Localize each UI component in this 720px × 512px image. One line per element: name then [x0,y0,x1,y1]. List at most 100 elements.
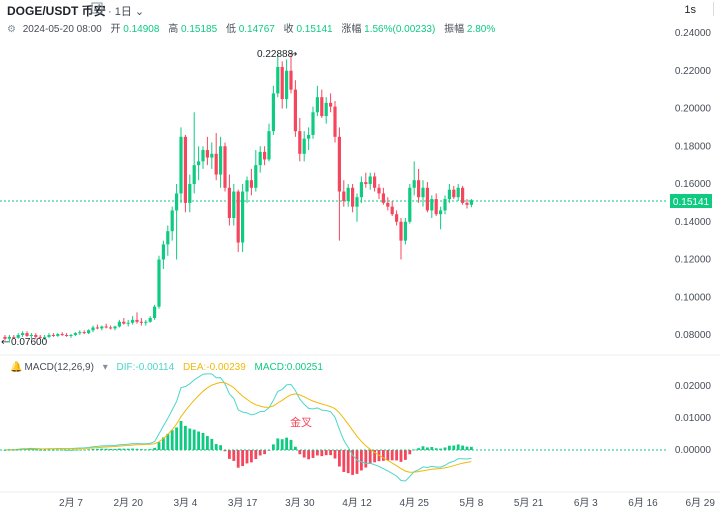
macd-bar [294,446,297,450]
candle-up [430,199,434,211]
interval-selector[interactable]: · 1日 ⌄ [108,3,144,19]
candle-down [329,102,333,107]
macd-bar [78,449,82,451]
candle-up [153,306,157,319]
macd-bar [386,450,390,461]
macd-bar [324,450,328,456]
macd-bar [65,449,68,451]
price-tick-label: 0.20000 [675,104,712,115]
macd-bar [417,448,420,450]
macd-bar [258,450,262,456]
symbol-title[interactable]: DOGE/USDT 币安 [7,2,106,19]
macd-bar [316,450,319,456]
macd-bar [368,450,372,465]
macd-legend: 🔔 MACD(12,26,9) ▾ DIF:-0.00114 DEA:-0.002… [10,362,329,373]
candle-up [197,161,201,166]
macd-bar [100,448,104,450]
macd-bar [430,446,434,450]
macd-bar [184,425,187,450]
amplitude-label: 振幅 [444,24,465,35]
macd-bar [465,446,469,450]
candle-up [170,210,174,232]
interval-value: 1日 [114,6,132,18]
low-value: 0.14767 [238,24,275,35]
price-tick-label: 0.16000 [675,179,712,190]
candle-down [104,326,108,328]
macd-bar [60,449,64,451]
candle-up [276,66,280,94]
edit-icon[interactable] [91,2,103,14]
candle-up [267,131,271,160]
macd-bar [236,450,240,468]
candle-up [7,336,11,339]
high-value: 0.15185 [181,24,218,35]
candle-down [51,335,55,336]
macd-bar [439,448,442,450]
candle-down [280,66,284,100]
candle-down [461,187,465,203]
macd-bar [399,450,403,462]
time-tick-label: 4月 25 [399,497,429,509]
candle-down [263,151,267,160]
seconds-button[interactable]: 1s [684,4,696,16]
candle-up [421,187,425,198]
candle-up [241,191,245,243]
macd-bar [373,450,376,463]
candle-up [439,210,443,215]
candle-up [307,134,311,139]
candle-down [227,187,231,218]
macd-bar [342,450,346,472]
candle-up [219,146,223,175]
dea-line [4,381,472,473]
macd-bar [197,431,200,450]
candle-down [223,146,227,188]
macd-bar [201,432,205,450]
candle-down [377,187,381,194]
chevron-down-icon[interactable]: ▾ [102,362,108,373]
time-tick-label: 5月 21 [514,497,544,509]
macd-bar [280,439,284,450]
macd-bar [254,450,258,460]
candle-down [82,332,86,334]
candle-up [100,326,104,329]
macd-bar [175,427,178,450]
candle-down [214,153,218,175]
candle-down [60,334,64,336]
macd-bar [135,448,139,450]
candle-up [179,136,183,194]
candle-up [443,199,447,211]
gear-icon[interactable]: ⚙ [7,24,16,35]
macd-bar [74,449,77,451]
macd-bar [448,445,451,450]
candle-down [205,150,209,158]
toolbar-divider [713,2,714,16]
candle-up [412,180,416,188]
candle-down [373,176,377,188]
macd-name[interactable]: MACD(12,26,9) [24,362,94,373]
candle-down [351,187,355,207]
dif-value: -0.00114 [135,362,175,373]
candle-down [364,182,368,184]
max-price-label: 0.22888 [257,49,294,60]
macd-bar [395,450,398,461]
candle-up [161,244,165,260]
bell-icon[interactable]: 🔔 [10,362,23,373]
candle-up [43,336,47,338]
candle-up [285,70,289,100]
candle-down [12,336,16,338]
time-tick-label: 3月 30 [285,497,315,509]
macd-bar [302,450,306,458]
macd-bar [434,448,438,450]
candle-down [25,333,29,336]
macd-bar [118,448,121,450]
macd-bar [126,448,130,450]
candle-down [289,70,293,90]
candle-up [157,259,161,307]
candle-down [249,180,253,188]
candle-down [425,187,429,211]
macd-bar [333,450,337,459]
macd-bar [307,450,310,460]
candle-up [315,97,319,113]
candle-up [131,319,135,323]
